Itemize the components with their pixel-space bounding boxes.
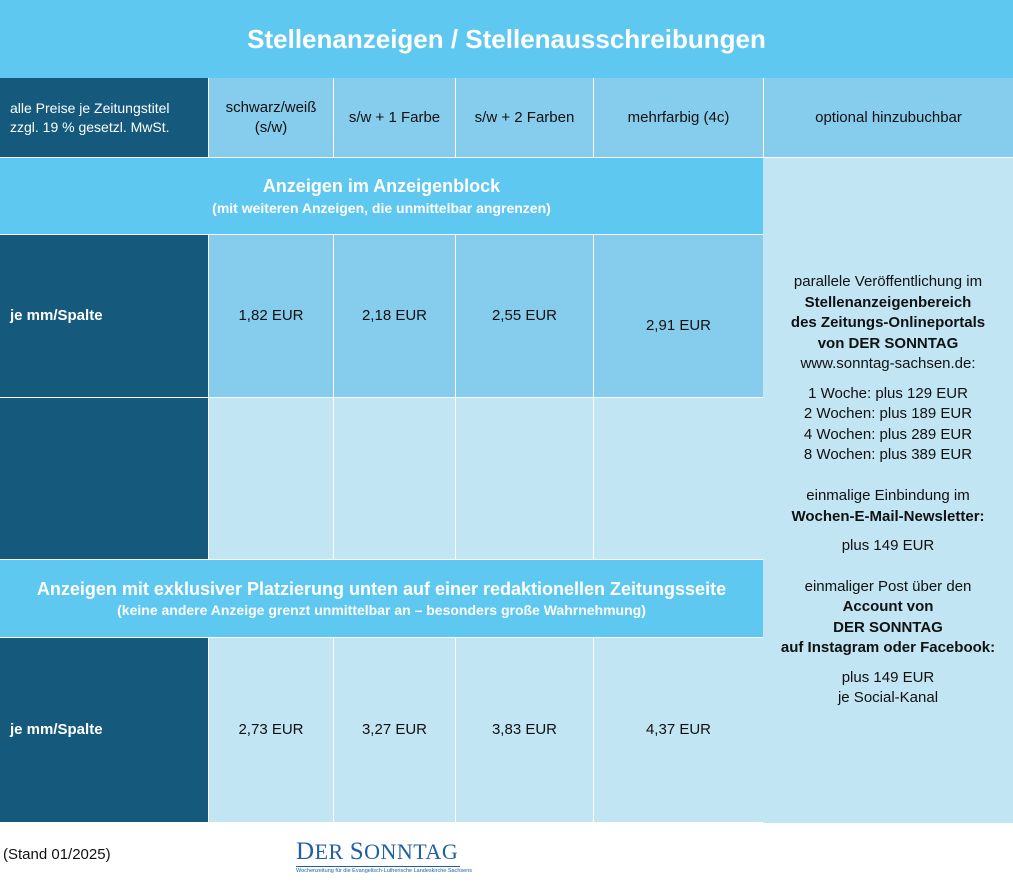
block-empty-cell <box>209 398 334 560</box>
newsletter-bold: Wochen-E-Mail-Newsletter: <box>791 507 985 525</box>
exclusive-row-label-text: je mm/Spalte <box>10 721 103 739</box>
page-title-text: Stellenanzeigen / Stellenausschreibungen <box>247 23 766 54</box>
exclusive-price-4c: 4,37 EUR <box>594 638 764 823</box>
social-per-channel: je Social-Kanal <box>837 689 939 707</box>
header-col-1c-label: s/w + 1 Farbe <box>348 108 441 126</box>
exclusive-price-1c-text: 3,27 EUR <box>361 721 428 739</box>
week-price-4: 8 Wochen: plus 389 EUR <box>803 446 973 464</box>
block-price-sw-text: 1,82 EUR <box>238 307 304 325</box>
exclusive-price-sw-text: 2,73 EUR <box>238 721 304 739</box>
header-col-sw-line1: schwarz/weiß <box>225 99 317 116</box>
exclusive-price-2c-text: 3,83 EUR <box>491 721 558 739</box>
block-price-4c: 2,91 EUR <box>594 235 764 398</box>
block-price-1c-text: 2,18 EUR <box>361 307 428 325</box>
header-note-line1: alle Preise je Zeitungstitel <box>10 100 170 117</box>
header-col-4c: mehrfarbig (4c) <box>594 78 764 158</box>
social-bold-1: Account von <box>842 598 934 616</box>
header-col-sw-line2: (s/w) <box>254 118 288 136</box>
block-price-sw: 1,82 EUR <box>209 235 334 398</box>
online-intro: parallele Veröffentlichung im <box>793 273 983 291</box>
exclusive-price-2c: 3,83 EUR <box>456 638 594 823</box>
exclusive-price-1c: 3,27 EUR <box>334 638 456 823</box>
header-col-4c-label: mehrfarbig (4c) <box>627 108 730 126</box>
block-empty-cell <box>594 398 764 560</box>
header-note-line2: zzgl. 19 % gesetzl. MwSt. <box>10 118 170 135</box>
block-price-1c: 2,18 EUR <box>334 235 456 398</box>
section-exclusive-title: Anzeigen mit exklusiver Platzierung unte… <box>36 578 727 599</box>
header-col-optional-label: optional hinzubuchbar <box>815 108 962 126</box>
block-empty-cell <box>456 398 594 560</box>
der-sonntag-logo: DER SONNTAG Wochenzeitung für die Evange… <box>296 838 473 874</box>
block-price-2c-text: 2,55 EUR <box>491 307 558 325</box>
section-block-subtitle: (mit weiteren Anzeigen, die unmittelbar … <box>212 199 551 216</box>
week-price-3: 4 Wochen: plus 289 EUR <box>803 425 973 443</box>
header-col-2c: s/w + 2 Farben <box>456 78 594 158</box>
block-empty-label <box>0 398 209 560</box>
page-title: Stellenanzeigen / Stellenausschreibungen <box>0 0 1013 78</box>
exclusive-row-label: je mm/Spalte <box>0 638 209 823</box>
online-url: www.sonntag-sachsen.de: <box>800 355 976 373</box>
block-row-label: je mm/Spalte <box>0 235 209 398</box>
block-empty-cell <box>334 398 456 560</box>
block-row-label-text: je mm/Spalte <box>10 307 103 325</box>
week-price-1: 1 Woche: plus 129 EUR <box>808 384 968 402</box>
section-block-heading: Anzeigen im Anzeigenblock (mit weiteren … <box>0 158 764 235</box>
block-price-2c: 2,55 EUR <box>456 235 594 398</box>
section-exclusive-subtitle: (keine andere Anzeige grenzt unmittelbar… <box>117 602 646 619</box>
header-col-sw: schwarz/weiß (s/w) <box>209 78 334 158</box>
week-price-2: 2 Wochen: plus 189 EUR <box>803 405 973 423</box>
header-col-2c-label: s/w + 2 Farben <box>474 108 575 126</box>
online-bold-1: Stellenanzeigenbereich <box>804 293 972 311</box>
section-block-title: Anzeigen im Anzeigenblock <box>262 176 501 197</box>
online-bold-2: des Zeitungs-Onlineportals <box>790 314 986 332</box>
section-exclusive-heading: Anzeigen mit exklusiver Platzierung unte… <box>0 560 764 638</box>
newsletter-price: plus 149 EUR <box>841 537 935 555</box>
header-price-note: alle Preise je Zeitungstitel zzgl. 19 % … <box>0 78 209 158</box>
logo-wordmark: DER SONNTAG <box>296 838 459 865</box>
exclusive-price-sw: 2,73 EUR <box>209 638 334 823</box>
exclusive-price-4c-text: 4,37 EUR <box>645 721 712 739</box>
social-bold-2: DER SONNTAG <box>833 618 943 636</box>
block-price-4c-text: 2,91 EUR <box>645 317 712 335</box>
optional-addons-panel: parallele Veröffentlichung im Stellenanz… <box>763 158 1013 823</box>
header-col-optional: optional hinzubuchbar <box>764 78 1013 158</box>
stand-note: (Stand 01/2025) <box>3 846 111 863</box>
social-intro: einmaliger Post über den <box>804 577 972 595</box>
newsletter-intro: einmalige Einbindung im <box>806 487 970 504</box>
social-bold-3: auf Instagram oder Facebook: <box>780 639 996 657</box>
online-bold-3: von DER SONNTAG <box>817 334 959 352</box>
social-price: plus 149 EUR <box>841 668 935 686</box>
header-col-1c: s/w + 1 Farbe <box>334 78 456 158</box>
logo-tagline: Wochenzeitung für die Evangelisch-Luther… <box>296 866 473 874</box>
